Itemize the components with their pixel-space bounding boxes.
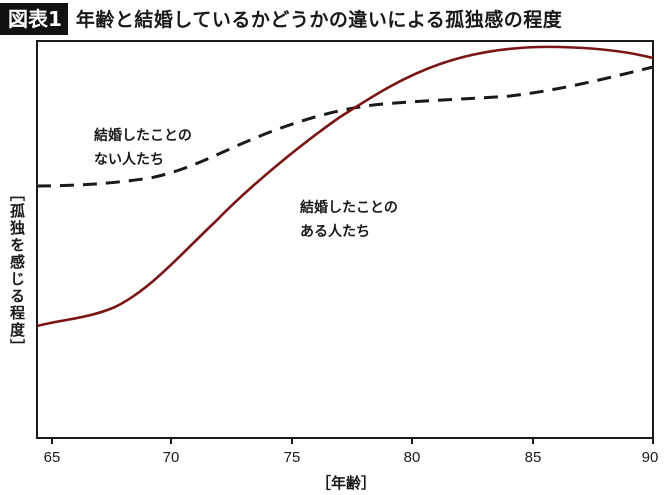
- chart-title: 年齢と結婚しているかどうかの違いによる孤独感の程度: [75, 8, 563, 31]
- x-ticks: [51, 438, 654, 444]
- plot-frame: [36, 40, 654, 439]
- figure-badge: 図表1: [0, 3, 68, 35]
- x-tick-label: 90: [641, 449, 659, 466]
- x-axis-label: ［年齢］: [316, 474, 377, 492]
- annotation-line: 結婚したことの: [300, 200, 398, 216]
- x-tick-label: 85: [524, 449, 542, 466]
- chart-header: 図表1 年齢と結婚しているかどうかの違いによる孤独感の程度: [0, 0, 562, 36]
- annotation-line: ある人たち: [300, 224, 370, 240]
- series-married-line: [36, 45, 654, 328]
- annotation-line: 結婚したことの: [94, 128, 192, 144]
- annotation-never-married: 結婚したことの ない人たち: [94, 124, 192, 172]
- x-tick-label: 75: [283, 449, 301, 466]
- x-tick-label: 65: [43, 449, 61, 466]
- x-tick-label: 80: [403, 449, 421, 466]
- series-never-married-line: [36, 65, 654, 188]
- annotation-line: ない人たち: [94, 152, 164, 168]
- x-tick-label: 70: [162, 449, 180, 466]
- y-axis-label: ［孤独を感じる程度］: [8, 186, 26, 356]
- annotation-married: 結婚したことの ある人たち: [300, 196, 398, 244]
